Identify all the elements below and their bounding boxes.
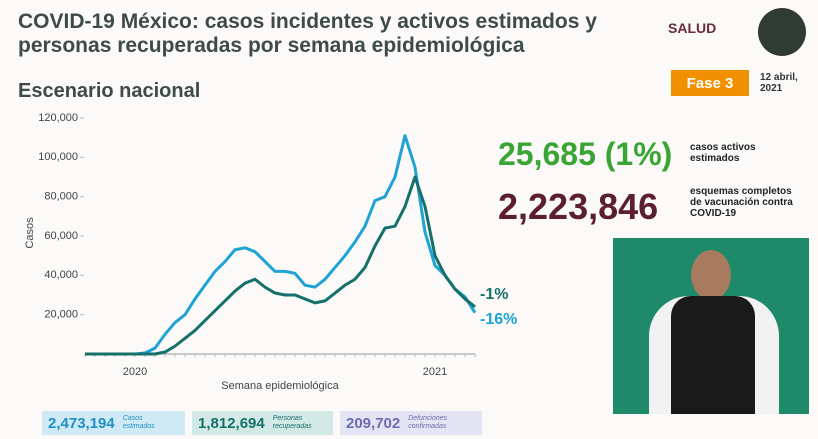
logo: SALUD (668, 20, 717, 36)
title: COVID-19 México: casos incidentes y acti… (18, 10, 597, 58)
vest (671, 296, 755, 414)
summary-label-line: estimados (122, 423, 155, 430)
x-tick-label: 2020 (123, 366, 147, 378)
indicator-value: 2,223,846 (498, 186, 659, 227)
x-tick-label: 2021 (423, 366, 447, 378)
series-line (85, 134, 477, 356)
y-tick-label: 40,000 (44, 269, 78, 281)
annotation: -1% (480, 286, 508, 303)
summary-box: 1,812,694 Personas recuperadas (192, 411, 333, 435)
subtitle: Escenario nacional (18, 80, 201, 102)
indicator-label-line: casos activos (690, 142, 756, 153)
summary-label: Personas recuperadas (273, 415, 312, 431)
summary-box: 2,473,194 Casos estimados (42, 411, 185, 435)
x-axis-label: Semana epidemiológica (221, 380, 339, 392)
date-line: 12 abril, (760, 72, 798, 83)
summary-label-line: Personas (272, 415, 303, 422)
indicator-value: 25,685 (1%) (498, 136, 673, 172)
head (691, 250, 731, 300)
summary-value: 209,702 (346, 414, 401, 432)
annotation: -16% (480, 311, 517, 328)
video-interpreter (613, 238, 809, 414)
summary-box: 209,702 Defunciones confirmadas (340, 411, 482, 435)
phase-badge: Fase 3 (671, 70, 749, 96)
y-tick-label: 20,000 (44, 309, 78, 321)
indicator-label: casos activos estimados (690, 142, 756, 164)
y-tick-label: 80,000 (44, 191, 78, 203)
summary-label-line: confirmadas (408, 423, 447, 430)
y-axis-label: Casos (24, 217, 36, 249)
summary-label: Defunciones confirmadas (408, 415, 447, 431)
indicator-label-line: esquemas completos (690, 186, 792, 197)
y-tick-label: 100,000 (38, 151, 78, 163)
y-tick-label: 60,000 (44, 230, 78, 242)
emblem (758, 8, 806, 56)
summary-label-line: Defunciones (408, 415, 448, 422)
indicator-label-line: estimados (690, 153, 740, 164)
date: 12 abril, 2021 (760, 72, 798, 94)
indicator-label: esquemas completos de vacunación contra CO… (690, 186, 793, 219)
title-line: COVID-19 México: casos incidentes y acti… (18, 10, 597, 33)
y-tick-label: 120,000 (38, 112, 78, 124)
indicator-label-line: COVID-19 (690, 208, 737, 219)
series-line (85, 175, 476, 356)
date-line: 2021 (760, 83, 783, 94)
summary-value: 2,473,194 (48, 414, 115, 432)
title-line: personas recuperadas por semana epidemio… (18, 34, 525, 57)
summary-value: 1,812,694 (198, 414, 265, 432)
summary-label-line: recuperadas (272, 423, 312, 430)
summary-label: Casos estimados (123, 415, 155, 431)
summary-label-line: Casos (122, 415, 143, 422)
indicator-label-line: de vacunación contra (690, 197, 793, 208)
